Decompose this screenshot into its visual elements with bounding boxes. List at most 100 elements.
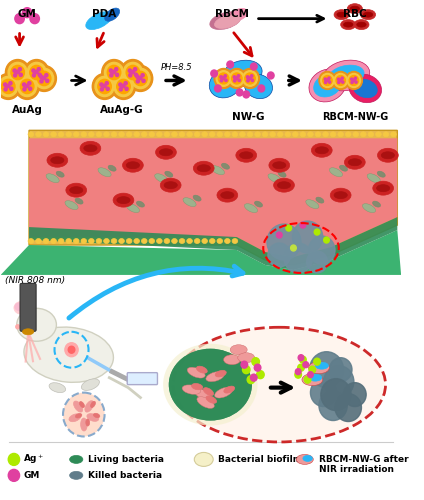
Ellipse shape [156, 132, 162, 137]
Circle shape [338, 78, 340, 80]
Circle shape [245, 73, 255, 84]
Ellipse shape [196, 366, 207, 373]
Ellipse shape [66, 238, 72, 244]
Circle shape [104, 62, 123, 82]
Circle shape [227, 68, 246, 88]
Ellipse shape [108, 166, 116, 171]
Ellipse shape [187, 238, 192, 244]
Circle shape [134, 68, 137, 71]
Ellipse shape [79, 402, 84, 407]
Circle shape [2, 80, 15, 94]
Circle shape [324, 237, 329, 243]
Ellipse shape [348, 159, 361, 166]
Circle shape [286, 225, 292, 231]
Ellipse shape [51, 157, 64, 164]
Ellipse shape [142, 238, 147, 244]
Ellipse shape [353, 79, 377, 98]
Circle shape [349, 76, 359, 86]
Circle shape [351, 81, 353, 84]
Circle shape [227, 61, 234, 68]
Ellipse shape [346, 132, 351, 137]
Ellipse shape [217, 188, 238, 202]
Circle shape [234, 80, 236, 82]
Circle shape [131, 70, 134, 74]
Ellipse shape [223, 354, 240, 364]
Ellipse shape [344, 156, 365, 169]
Circle shape [243, 70, 257, 86]
Circle shape [321, 378, 351, 410]
Circle shape [40, 80, 43, 83]
Ellipse shape [93, 414, 100, 418]
Ellipse shape [343, 22, 353, 27]
Circle shape [232, 73, 242, 84]
Ellipse shape [84, 145, 97, 152]
Ellipse shape [105, 8, 120, 21]
Circle shape [211, 70, 218, 77]
Circle shape [268, 243, 290, 267]
Circle shape [22, 83, 25, 86]
Ellipse shape [206, 396, 217, 404]
Circle shape [247, 80, 249, 82]
Ellipse shape [354, 20, 369, 30]
Circle shape [251, 63, 257, 70]
Circle shape [8, 470, 20, 482]
Circle shape [340, 79, 342, 82]
Ellipse shape [278, 172, 286, 177]
Ellipse shape [360, 132, 366, 137]
Ellipse shape [209, 132, 215, 137]
Circle shape [332, 72, 349, 90]
Ellipse shape [309, 362, 329, 374]
Circle shape [229, 70, 244, 86]
Ellipse shape [89, 132, 94, 137]
Circle shape [128, 69, 131, 72]
Ellipse shape [360, 10, 376, 20]
Ellipse shape [59, 132, 64, 137]
Ellipse shape [126, 238, 132, 244]
Ellipse shape [17, 308, 56, 341]
Ellipse shape [85, 400, 94, 412]
Circle shape [324, 81, 327, 84]
Circle shape [329, 81, 331, 83]
Text: Bacterial biofilm: Bacterial biofilm [218, 455, 302, 464]
Ellipse shape [323, 132, 329, 137]
Circle shape [15, 74, 39, 100]
Ellipse shape [193, 195, 201, 201]
Circle shape [45, 74, 48, 77]
Ellipse shape [70, 472, 83, 480]
Ellipse shape [86, 419, 89, 426]
Ellipse shape [119, 132, 124, 137]
Ellipse shape [28, 132, 34, 137]
Circle shape [324, 78, 326, 80]
Circle shape [240, 68, 259, 88]
Ellipse shape [96, 132, 102, 137]
Circle shape [134, 72, 147, 86]
Ellipse shape [113, 193, 134, 207]
Ellipse shape [73, 132, 79, 137]
Text: NW-G: NW-G [232, 112, 265, 122]
Circle shape [346, 72, 363, 90]
Circle shape [109, 69, 112, 72]
Ellipse shape [368, 132, 374, 137]
Ellipse shape [134, 132, 139, 137]
Ellipse shape [80, 142, 101, 156]
Circle shape [343, 382, 366, 406]
Ellipse shape [349, 74, 382, 102]
Ellipse shape [47, 154, 68, 167]
FancyBboxPatch shape [20, 284, 36, 332]
Ellipse shape [230, 344, 247, 354]
Circle shape [215, 85, 221, 92]
Circle shape [252, 358, 259, 366]
Ellipse shape [363, 204, 376, 212]
Ellipse shape [194, 238, 200, 244]
Circle shape [303, 362, 309, 368]
Circle shape [243, 366, 250, 374]
Circle shape [15, 14, 24, 24]
Circle shape [121, 60, 145, 86]
Circle shape [216, 70, 231, 86]
Text: RBCM-NW-G: RBCM-NW-G [322, 112, 388, 122]
Ellipse shape [164, 182, 177, 188]
Ellipse shape [149, 132, 155, 137]
Ellipse shape [51, 238, 56, 244]
Circle shape [92, 74, 117, 100]
Ellipse shape [81, 132, 86, 137]
